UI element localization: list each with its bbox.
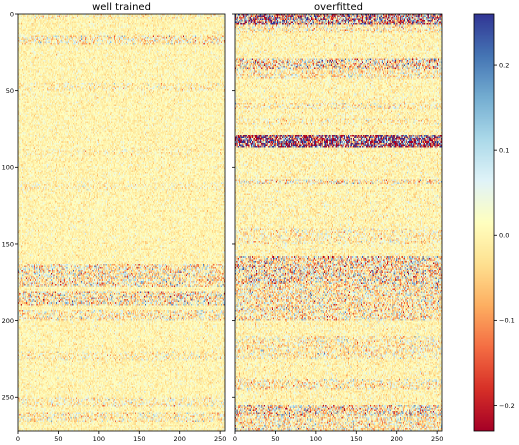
- y-tick-label-well-trained-0: 0: [10, 10, 14, 18]
- x-tick-label-overfitted-200: 200: [391, 435, 403, 443]
- y-tick-label-well-trained-100: 100: [2, 164, 14, 172]
- x-tick-label-overfitted-250: 250: [431, 435, 443, 443]
- colorbar-frame: [473, 13, 495, 432]
- colorbar-tick-label-1: 0.1: [499, 146, 509, 154]
- y-tick-label-well-trained-200: 200: [2, 317, 14, 325]
- y-tick-label-well-trained-50: 50: [6, 87, 14, 95]
- heatmap-overfitted: [235, 14, 442, 431]
- x-tick-label-overfitted-100: 100: [310, 435, 322, 443]
- x-tick-label-overfitted-150: 150: [350, 435, 362, 443]
- y-tick-label-well-trained-250: 250: [2, 394, 14, 402]
- colorbar-tick-label-4: −0.2: [499, 402, 515, 410]
- colorbar-tick-label-2: 0.0: [499, 232, 509, 240]
- x-tick-label-well-trained-250: 250: [214, 435, 226, 443]
- colorbar-tick-label-3: −0.1: [499, 317, 515, 325]
- colorbar-gradient: [474, 14, 494, 431]
- colorbar-tick-label-0: 0.2: [499, 61, 509, 69]
- axes-frame-well-trained: [17, 13, 226, 432]
- chart-title-overfitted: overfitted: [314, 2, 363, 13]
- axes-frame-overfitted: [234, 13, 443, 432]
- x-tick-label-well-trained-50: 50: [54, 435, 62, 443]
- y-tick-label-well-trained-150: 150: [2, 240, 14, 248]
- x-tick-label-overfitted-50: 50: [271, 435, 279, 443]
- x-tick-label-well-trained-150: 150: [133, 435, 145, 443]
- x-tick-label-well-trained-0: 0: [16, 435, 20, 443]
- x-tick-label-overfitted-0: 0: [233, 435, 237, 443]
- chart-title-well-trained: well trained: [92, 2, 151, 13]
- x-tick-label-well-trained-100: 100: [93, 435, 105, 443]
- x-tick-label-well-trained-200: 200: [174, 435, 186, 443]
- heatmap-well-trained: [18, 14, 225, 431]
